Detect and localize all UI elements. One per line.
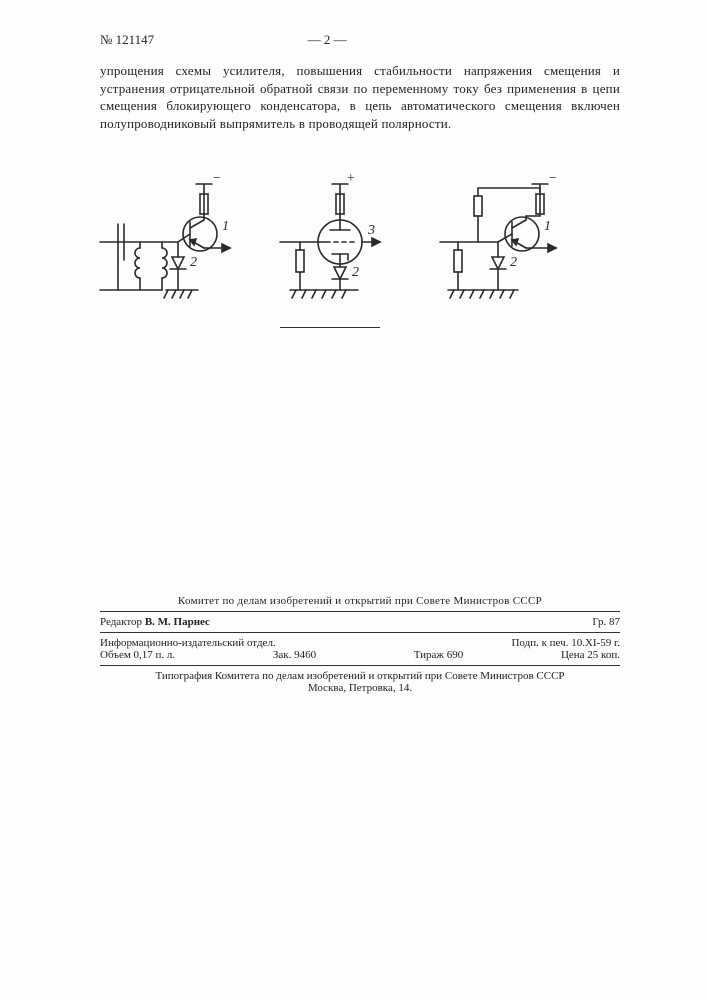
dept: Информационно-издательский отдел. (100, 637, 276, 649)
tirage: Тираж 690 (414, 649, 464, 661)
editor-label: Редактор (100, 616, 142, 628)
group: Гр. 87 (592, 616, 620, 628)
committee-line: Комитет по делам изобретений и открытий … (100, 595, 620, 607)
order: Зак. 9460 (273, 649, 316, 661)
diagram-underline (280, 327, 380, 328)
typography1: Типография Комитета по делам изобретений… (100, 670, 620, 682)
label-1c: 1 (544, 219, 551, 234)
volume: Объем 0,17 п. л. (100, 649, 175, 661)
page-marker: — 2 — (308, 32, 347, 48)
label-2a: 2 (190, 255, 197, 270)
circuit-diagrams: − + − 1 2 3 2 1 2 (100, 172, 590, 322)
label-2c: 2 (510, 255, 517, 270)
signed: Подп. к печ. 10.XI-59 г. (511, 637, 620, 649)
page-header: № 121147 — 2 — (100, 32, 620, 48)
imprint-block: Комитет по делам изобретений и открытий … (100, 595, 620, 694)
label-3: 3 (367, 223, 375, 238)
body-paragraph: упрощения схемы усилителя, повышения ста… (100, 62, 620, 132)
label-minus1: − (212, 171, 221, 186)
label-2b: 2 (352, 265, 359, 280)
label-1a: 1 (222, 219, 229, 234)
editor-name: В. М. Парнес (145, 616, 210, 628)
doc-number: № 121147 (100, 32, 154, 48)
label-plus: + (346, 171, 355, 186)
typography2: Москва, Петровка, 14. (100, 682, 620, 694)
price: Цена 25 коп. (561, 649, 620, 661)
label-minus2: − (548, 171, 557, 186)
